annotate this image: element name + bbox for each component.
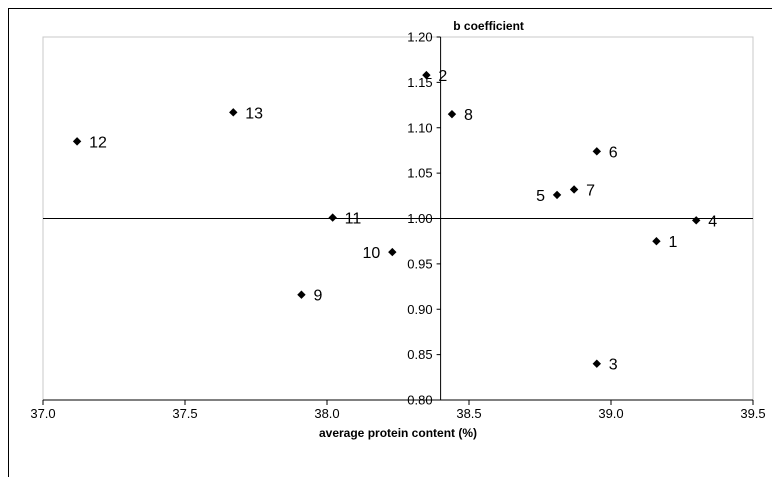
x-tick-label: 38.0 [314,406,339,421]
x-tick-label: 39.0 [598,406,623,421]
point-label-10: 10 [363,245,381,262]
point-label-3: 3 [609,357,618,374]
data-point-1 [652,236,661,246]
chart-frame [8,8,772,477]
data-point-2 [422,70,431,80]
point-label-8: 8 [464,107,473,124]
data-point-12 [72,137,82,146]
data-point-10 [388,247,397,257]
data-point-8 [447,109,457,119]
axes [42,36,754,405]
y-tick-label: 1.20 [407,30,432,45]
data-point-6 [592,147,601,156]
x-axis-title: average protein content (%) [319,426,477,440]
y-axis-title: b coefficient [453,19,524,33]
point-label-5: 5 [536,188,545,205]
x-tick-label: 39.5 [740,406,765,421]
data-point-5 [552,190,562,200]
data-point-13 [229,108,238,117]
data-point-11 [328,213,337,222]
point-label-7: 7 [586,182,595,199]
point-label-13: 13 [245,105,263,122]
x-tick-label: 38.5 [456,406,481,421]
point-label-11: 11 [345,211,362,228]
point-label-2: 2 [438,68,447,85]
point-label-6: 6 [609,144,618,161]
data-point-9 [297,290,306,299]
y-tick-label: 1.15 [407,75,432,90]
y-tick-label: 1.05 [407,166,432,181]
y-tick-label: 1.10 [407,120,432,135]
x-tick-label: 37.0 [30,406,55,421]
data-point-7 [569,185,579,194]
y-tick-label: 0.85 [407,347,432,362]
point-label-9: 9 [313,288,322,305]
point-label-12: 12 [89,134,107,151]
point-label-4: 4 [708,213,717,230]
data-point-4 [692,216,701,225]
y-tick-label: 0.80 [407,393,432,408]
y-tick-label: 0.90 [407,302,432,317]
x-tick-label: 37.5 [172,406,197,421]
tick-labels: 37.0 37.5 38.0 38.5 39.0 39.5 0.80 0.85 0.90 0.95… [30,30,765,422]
y-tick-label: 0.95 [407,256,432,271]
point-label-1: 1 [668,234,677,251]
data-point-3 [592,359,601,368]
y-tick-label: 1.00 [407,211,432,226]
